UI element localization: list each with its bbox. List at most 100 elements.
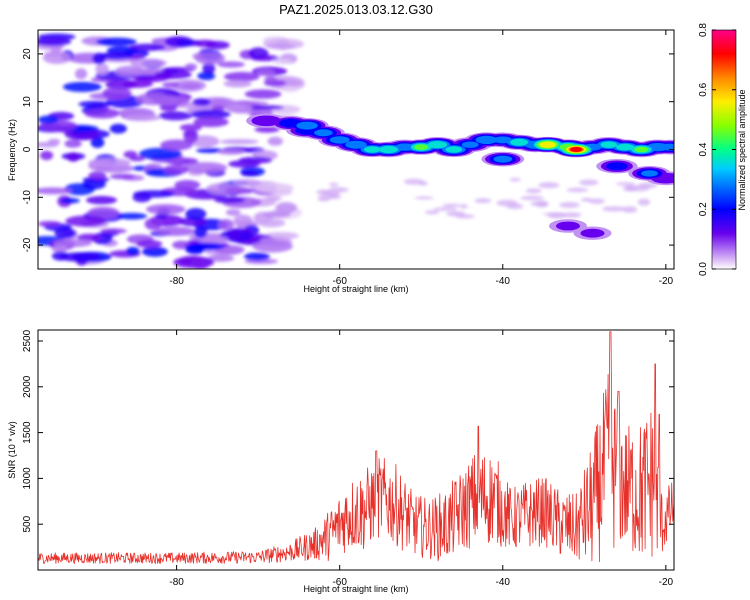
heatmap-noise-blob — [254, 182, 294, 194]
heatmap-noise-blob — [179, 124, 202, 132]
heatmap-ridge-level — [414, 144, 429, 150]
heatmap-noise-blob — [92, 52, 106, 65]
snr-y-label: SNR (10 * v/v) — [7, 421, 17, 479]
heatmap-noise-blob — [154, 226, 196, 236]
heatmap-noise-blob — [115, 65, 146, 77]
heatmap-noise-blob — [264, 195, 282, 202]
heatmap-ridge-level — [634, 146, 649, 153]
heatmap-noise-blob — [244, 252, 270, 261]
heatmap-faint-blob — [637, 198, 651, 206]
heatmap-noise-blob — [102, 87, 132, 100]
heatmap-noise-blob — [136, 239, 163, 248]
heatmap-noise-blob — [90, 137, 105, 148]
heatmap-noise-blob — [218, 219, 234, 231]
heatmap-ridge-level — [379, 145, 399, 154]
heatmap-noise-blob — [38, 37, 72, 46]
heatmap-noise-blob — [38, 141, 59, 148]
heatmap-noise-blob — [223, 80, 252, 88]
heatmap-ridge-level — [251, 115, 282, 127]
heatmap-noise-blob — [243, 105, 284, 110]
heatmap-noise-blob — [202, 62, 216, 75]
heatmap-noise-blob — [124, 114, 161, 122]
heatmap-noise-blob — [78, 100, 112, 108]
heatmap-faint-blob — [622, 206, 638, 213]
heatmap-noise-blob — [65, 215, 107, 227]
heatmap-noise-blob — [196, 147, 223, 153]
heatmap-ridge-level — [641, 170, 658, 177]
heatmap-ridge-level — [580, 228, 605, 238]
heatmap-noise-blob — [38, 187, 72, 195]
heatmap-faint-blob — [414, 196, 434, 200]
heatmap-noise-blob — [232, 179, 262, 187]
x-tick-label: -80 — [169, 577, 184, 588]
heatmap-noise-blob — [88, 171, 107, 181]
heatmap-faint-blob — [580, 197, 593, 202]
heatmap-noise-blob — [214, 197, 246, 204]
snr-plot-area — [38, 331, 674, 564]
heatmap-noise-blob — [162, 164, 189, 175]
heatmap-faint-blob — [559, 202, 580, 208]
heatmap-noise-blob — [52, 244, 68, 254]
heatmap-faint-blob — [602, 206, 627, 212]
heatmap-noise-blob — [122, 80, 153, 88]
snr-panel: -80 -60 -40 -20 500 1000 1500 2000 2500 Height … — [7, 329, 675, 594]
heatmap-noise-blob — [38, 115, 59, 124]
heatmap-noise-blob — [58, 252, 101, 262]
heatmap-noise-blob — [158, 111, 193, 121]
heatmap-ridge — [246, 113, 674, 240]
x-tick-label: -20 — [659, 276, 674, 287]
heatmap-faint-blob — [329, 182, 339, 187]
heatmap-noise-blob — [195, 51, 226, 65]
heatmap-faint-blob — [566, 187, 589, 193]
heatmap-noise-blob — [257, 218, 286, 228]
heatmap-x-ticks: -80 -60 -40 -20 — [169, 30, 674, 287]
heatmap-noise-blob — [38, 220, 62, 227]
heatmap-noise-blob — [129, 156, 145, 162]
heatmap-ridge-level — [660, 143, 674, 151]
heatmap-noise-blob — [109, 123, 127, 134]
colorbar: 0.0 0.2 0.4 0.6 0.8 Normalized spectral ampl… — [698, 23, 747, 276]
heatmap-noise-blob — [95, 62, 109, 76]
heatmap-faint-blob — [520, 195, 544, 201]
colorbar-tick-label: 0.6 — [698, 82, 709, 96]
heatmap-noise-blob — [138, 147, 182, 161]
heatmap-noise-blob — [87, 206, 120, 220]
heatmap-noise-blob — [160, 139, 193, 151]
heatmap-noise-blob — [183, 130, 198, 144]
heatmap-noise-blob — [66, 152, 80, 162]
heatmap-noise-blob — [275, 202, 298, 214]
y-tick-label: 10 — [22, 96, 33, 108]
heatmap-panel: -80 -60 -40 -20 -20 -10 0 10 20 Height of strai… — [7, 29, 675, 294]
heatmap-noise-blob — [252, 240, 293, 253]
heatmap-faint-blob — [474, 198, 492, 204]
heatmap-noise-blob — [206, 254, 235, 262]
heatmap-noise-blob — [225, 104, 253, 112]
heatmap-faint-blob — [588, 198, 605, 204]
heatmap-noise-blob — [217, 149, 245, 155]
heatmap-noise-blob — [233, 214, 253, 227]
heatmap-faint-blob — [506, 203, 524, 210]
heatmap-noise-blob — [129, 43, 166, 51]
heatmap-noise-blob — [96, 37, 137, 46]
heatmap-noise-blob — [185, 243, 206, 255]
heatmap-noise-blob — [141, 246, 168, 257]
heatmap-noise-blob — [192, 98, 211, 106]
heatmap-noise-blob — [225, 209, 241, 216]
heatmap-ridge-level — [556, 221, 580, 231]
heatmap-noise-blob — [130, 58, 167, 68]
heatmap-ridge-level — [345, 140, 367, 149]
heatmap-noise-blob — [240, 171, 259, 177]
heatmap-faint-blob — [579, 179, 599, 186]
heatmap-noise-blob — [154, 70, 192, 80]
heatmap-y-label: Frequency (Hz) — [7, 119, 17, 181]
heatmap-noise-blob — [238, 156, 273, 164]
x-tick-label: -80 — [169, 276, 184, 287]
colorbar-label: Normalized spectral amplitude — [737, 89, 747, 210]
snr-x-ticks: -80 -60 -40 -20 — [169, 330, 674, 588]
heatmap-ridge-level — [296, 121, 318, 130]
heatmap-noise-blob — [244, 89, 282, 99]
heatmap-noise-blob — [266, 43, 296, 50]
heatmap-noise-blob — [254, 126, 280, 133]
heatmap-faint-blob — [616, 182, 636, 186]
